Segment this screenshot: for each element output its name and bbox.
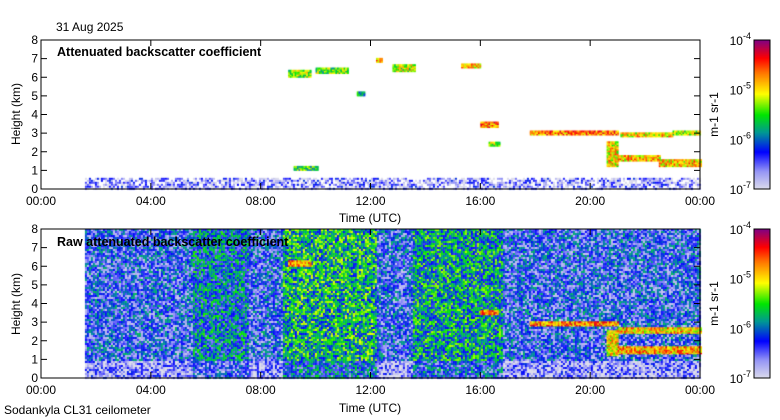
x-tick-label: 08:00 xyxy=(246,383,276,397)
y-tick-label: 3 xyxy=(31,126,38,140)
cloud-layer-mark xyxy=(618,155,659,161)
x-tick-label: 16:00 xyxy=(465,194,495,208)
x-tick-label: 00:00 xyxy=(685,383,715,397)
cloud-layer-mark xyxy=(618,346,700,353)
cloud-layer-mark xyxy=(294,167,319,171)
x-tick-label: 20:00 xyxy=(575,383,605,397)
plot-title: Raw attenuated backscatter coefficient xyxy=(57,235,289,249)
cloud-layer-mark xyxy=(357,92,365,96)
plot-frame xyxy=(40,228,701,379)
y-tick-label: 3 xyxy=(31,315,38,329)
x-tick-label: 00:00 xyxy=(26,194,56,208)
cloud-layer-mark xyxy=(288,70,310,77)
cloud-layer-mark xyxy=(607,331,618,355)
colorbar: 10-7 10-6 10-5 10-4 m-1 sr-1 xyxy=(707,220,771,386)
y-tick-label: 8 xyxy=(31,222,38,236)
plot-title: Attenuated backscatter coefficient xyxy=(57,45,262,59)
x-tick-label: 12:00 xyxy=(355,194,385,208)
cloud-layer-mark xyxy=(480,311,496,315)
x-tick-label: 16:00 xyxy=(465,383,495,397)
colorbar-tick-label: 10-6 xyxy=(730,319,751,336)
x-tick-label: 04:00 xyxy=(136,383,166,397)
colorbar-tick-label: 10-6 xyxy=(730,130,751,147)
cloud-layer-mark xyxy=(376,59,381,63)
colorbar-tick-label: 10-4 xyxy=(730,31,751,48)
y-tick-label: 5 xyxy=(31,278,38,292)
plot-attenuated-backscatter: Attenuated backscatter coefficient Time … xyxy=(9,31,771,225)
cloud-layer-mark xyxy=(530,131,618,135)
x-tick-label: 20:00 xyxy=(575,194,605,208)
y-tick-label: 8 xyxy=(31,33,38,47)
colorbar-tick-label: 10-7 xyxy=(730,180,751,197)
colorbar: 10-7 10-6 10-5 10-4 m-1 sr-1 xyxy=(707,31,771,197)
x-tick-label: 00:00 xyxy=(26,383,56,397)
x-tick-label: 08:00 xyxy=(246,194,276,208)
x-axis-label: Time (UTC) xyxy=(339,401,401,415)
x-tick-label: 04:00 xyxy=(136,194,166,208)
y-tick-label: 2 xyxy=(31,334,38,348)
y-tick-label: 7 xyxy=(31,52,38,66)
y-tick-label: 1 xyxy=(31,163,38,177)
colorbar-tick-label: 10-7 xyxy=(730,369,751,386)
y-tick-label: 4 xyxy=(31,108,38,122)
cloud-layer-mark xyxy=(288,261,310,267)
y-tick-label: 0 xyxy=(31,182,38,196)
x-tick-label: 12:00 xyxy=(355,383,385,397)
cloud-layer-mark xyxy=(607,142,618,166)
colorbar-tick-label: 10-5 xyxy=(730,270,751,287)
colorbar-frame xyxy=(753,228,771,379)
cloud-layer-mark xyxy=(316,68,349,74)
date-label: 31 Aug 2025 xyxy=(56,20,124,34)
y-tick-label: 5 xyxy=(31,89,38,103)
y-tick-label: 1 xyxy=(31,352,38,366)
cloud-layer-mark xyxy=(392,64,414,71)
y-axis-label: Height (km) xyxy=(9,83,23,145)
colorbar-frame xyxy=(753,39,771,190)
colorbar-unit-label: m-1 sr-1 xyxy=(707,281,721,326)
plot-raw-attenuated-backscatter: Raw attenuated backscatter coefficient T… xyxy=(9,220,771,415)
y-tick-label: 7 xyxy=(31,241,38,255)
cloud-layer-mark xyxy=(530,322,618,326)
y-tick-label: 0 xyxy=(31,371,38,385)
colorbar-unit-label: m-1 sr-1 xyxy=(707,92,721,137)
cloud-layer-mark xyxy=(489,142,500,146)
cloud-layer-mark xyxy=(620,133,672,137)
x-tick-label: 00:00 xyxy=(685,194,715,208)
y-tick-label: 2 xyxy=(31,145,38,159)
instrument-label: Sodankyla CL31 ceilometer xyxy=(4,403,151,417)
cloud-layer-mark xyxy=(480,122,496,128)
x-axis-label: Time (UTC) xyxy=(339,211,401,225)
plot-frame xyxy=(40,39,701,190)
colorbar-tick-label: 10-4 xyxy=(730,220,751,237)
cloud-layer-mark xyxy=(659,159,700,166)
cloud-layer-mark xyxy=(461,64,480,68)
y-axis-label: Height (km) xyxy=(9,273,23,335)
y-tick-label: 4 xyxy=(31,297,38,311)
cloud-layer-mark xyxy=(618,328,700,334)
y-tick-label: 6 xyxy=(31,259,38,273)
colorbar-tick-label: 10-5 xyxy=(730,81,751,98)
y-tick-label: 6 xyxy=(31,70,38,84)
